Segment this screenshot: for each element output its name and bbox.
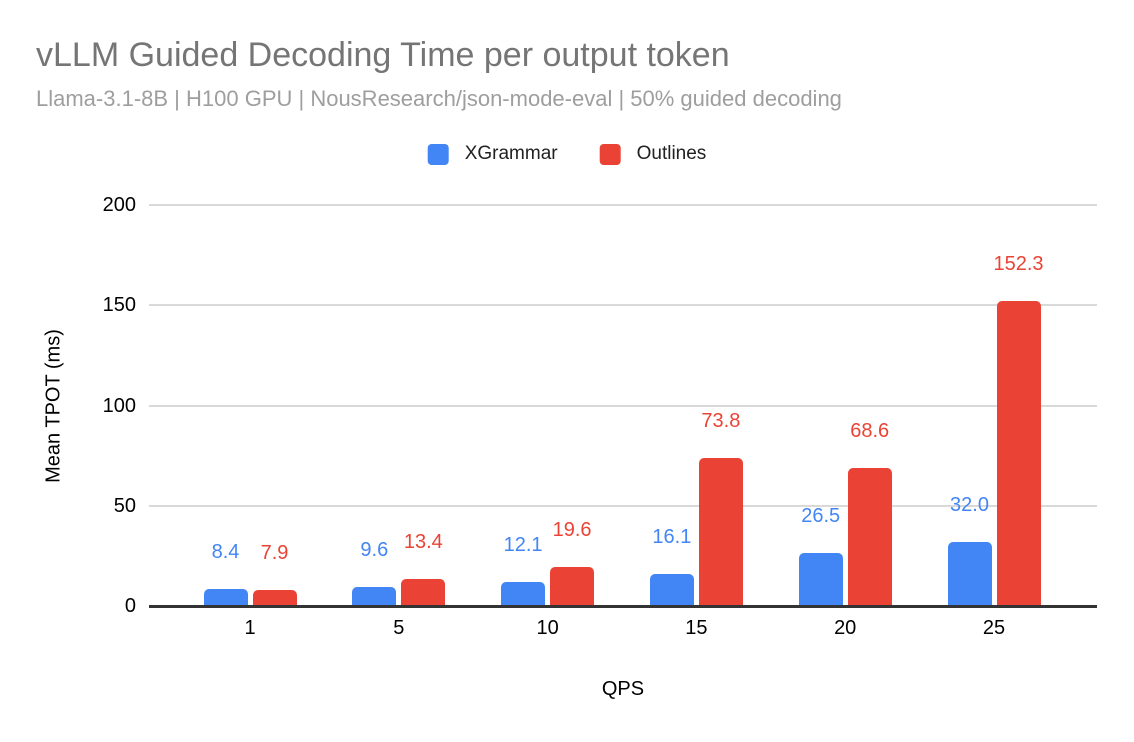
y-tick-label-100: 100 <box>102 394 136 417</box>
bar-outlines-qps-10 <box>550 566 595 606</box>
bar-value-label-outlines-qps-1: 7.9 <box>260 542 289 565</box>
bar-value-label-outlines-qps-10: 19.6 <box>552 518 592 541</box>
x-axis-line <box>149 605 1097 608</box>
bar-xgrammar-qps-1 <box>203 589 248 606</box>
bar-outlines-qps-5 <box>401 579 446 606</box>
bar-xgrammar-qps-5 <box>352 586 397 606</box>
bar-outlines-qps-25 <box>996 300 1041 606</box>
bar-value-label-xgrammar-qps-20: 26.5 <box>801 504 841 527</box>
x-tick-label-1: 1 <box>244 617 256 639</box>
legend-swatch-outlines <box>599 143 621 165</box>
bar-outlines-qps-20 <box>847 468 892 606</box>
bar-outlines-qps-1 <box>252 590 297 606</box>
gridline-200 <box>149 204 1097 206</box>
gridline-150 <box>149 304 1097 307</box>
legend-item-xgrammar: XGrammar <box>427 143 558 165</box>
gridline-100 <box>149 404 1097 407</box>
x-tick-label-20: 20 <box>834 617 857 639</box>
gridline-50 <box>149 504 1097 507</box>
bar-value-label-outlines-qps-25: 152.3 <box>993 252 1044 275</box>
chart-title: vLLM Guided Decoding Time per output tok… <box>36 36 730 74</box>
legend-item-outlines: Outlines <box>599 143 707 165</box>
x-tick-label-25: 25 <box>982 617 1006 639</box>
y-tick-label-200: 200 <box>102 194 136 216</box>
y-tick-label-0: 0 <box>124 595 136 617</box>
x-tick-label-10: 10 <box>536 617 559 639</box>
bar-value-label-xgrammar-qps-1: 8.4 <box>211 541 240 564</box>
y-tick-label-50: 50 <box>113 494 136 517</box>
bar-value-label-outlines-qps-15: 73.8 <box>701 410 741 433</box>
x-axis-title: QPS <box>601 678 645 700</box>
bar-outlines-qps-15 <box>698 458 743 606</box>
legend-label-xgrammar: XGrammar <box>464 143 558 164</box>
legend-swatch-xgrammar <box>427 143 449 165</box>
y-tick-label-150: 150 <box>102 294 136 317</box>
x-tick-label-15: 15 <box>685 617 708 639</box>
bar-xgrammar-qps-10 <box>501 581 546 606</box>
legend-label-outlines: Outlines <box>636 143 707 164</box>
bar-value-label-outlines-qps-5: 13.4 <box>403 531 443 554</box>
y-axis-title: Mean TPOT (ms) <box>42 329 65 483</box>
chart-subtitle: Llama-3.1-8B | H100 GPU | NousResearch/j… <box>36 86 842 111</box>
bar-value-label-xgrammar-qps-5: 9.6 <box>360 538 389 561</box>
bar-xgrammar-qps-20 <box>798 552 843 606</box>
bar-xgrammar-qps-25 <box>947 541 992 606</box>
legend: XGrammar Outlines <box>427 143 707 165</box>
bar-value-label-outlines-qps-20: 68.6 <box>850 420 890 443</box>
bar-value-label-xgrammar-qps-25: 32.0 <box>950 493 989 516</box>
bar-value-label-xgrammar-qps-15: 16.1 <box>652 525 692 548</box>
x-tick-label-5: 5 <box>393 617 405 639</box>
bar-xgrammar-qps-15 <box>649 573 694 606</box>
bar-value-label-xgrammar-qps-10: 12.1 <box>503 533 543 556</box>
